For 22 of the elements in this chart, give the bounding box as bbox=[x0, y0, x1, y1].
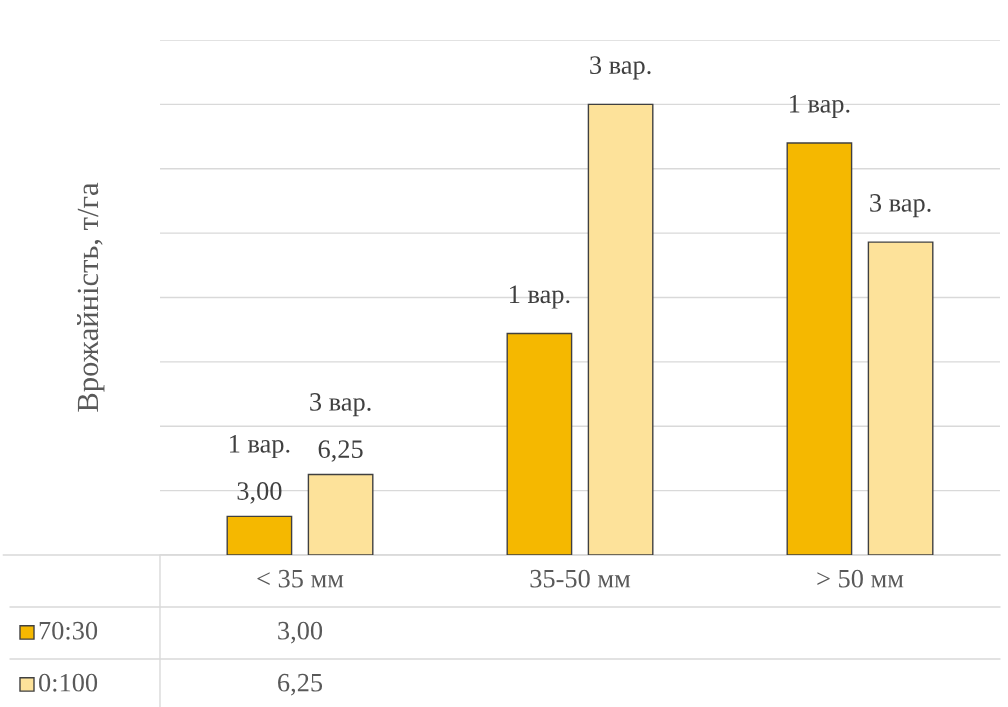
annotation: 1 вар. bbox=[230, 435, 290, 459]
x-tick-label: > 50 мм bbox=[817, 569, 904, 588]
data-label: 3,00 bbox=[237, 482, 282, 504]
bar bbox=[226, 515, 293, 555]
y-axis-title: Врожайність, т/га bbox=[77, 182, 105, 412]
text: 3,00 bbox=[278, 621, 323, 644]
x-tick-label: 35-50 мм bbox=[530, 569, 631, 588]
annotation: 1 вар. bbox=[790, 94, 850, 118]
x-tick-label: < 35 мм bbox=[257, 569, 344, 588]
data-label: 6,25 bbox=[318, 440, 363, 462]
bar bbox=[506, 332, 573, 555]
bar bbox=[867, 241, 934, 555]
bar bbox=[587, 103, 654, 555]
legend-label: 70:30 bbox=[39, 621, 98, 640]
text: 6,25 bbox=[278, 673, 323, 696]
bar bbox=[307, 473, 374, 555]
bar bbox=[786, 142, 853, 555]
legend-label: 0:100 bbox=[39, 673, 98, 692]
annotation: 3 вар. bbox=[590, 56, 651, 80]
annotation: 1 вар. bbox=[510, 285, 570, 309]
annotation: 3 вар. bbox=[310, 393, 371, 417]
annotation: 3 вар. bbox=[870, 194, 931, 218]
